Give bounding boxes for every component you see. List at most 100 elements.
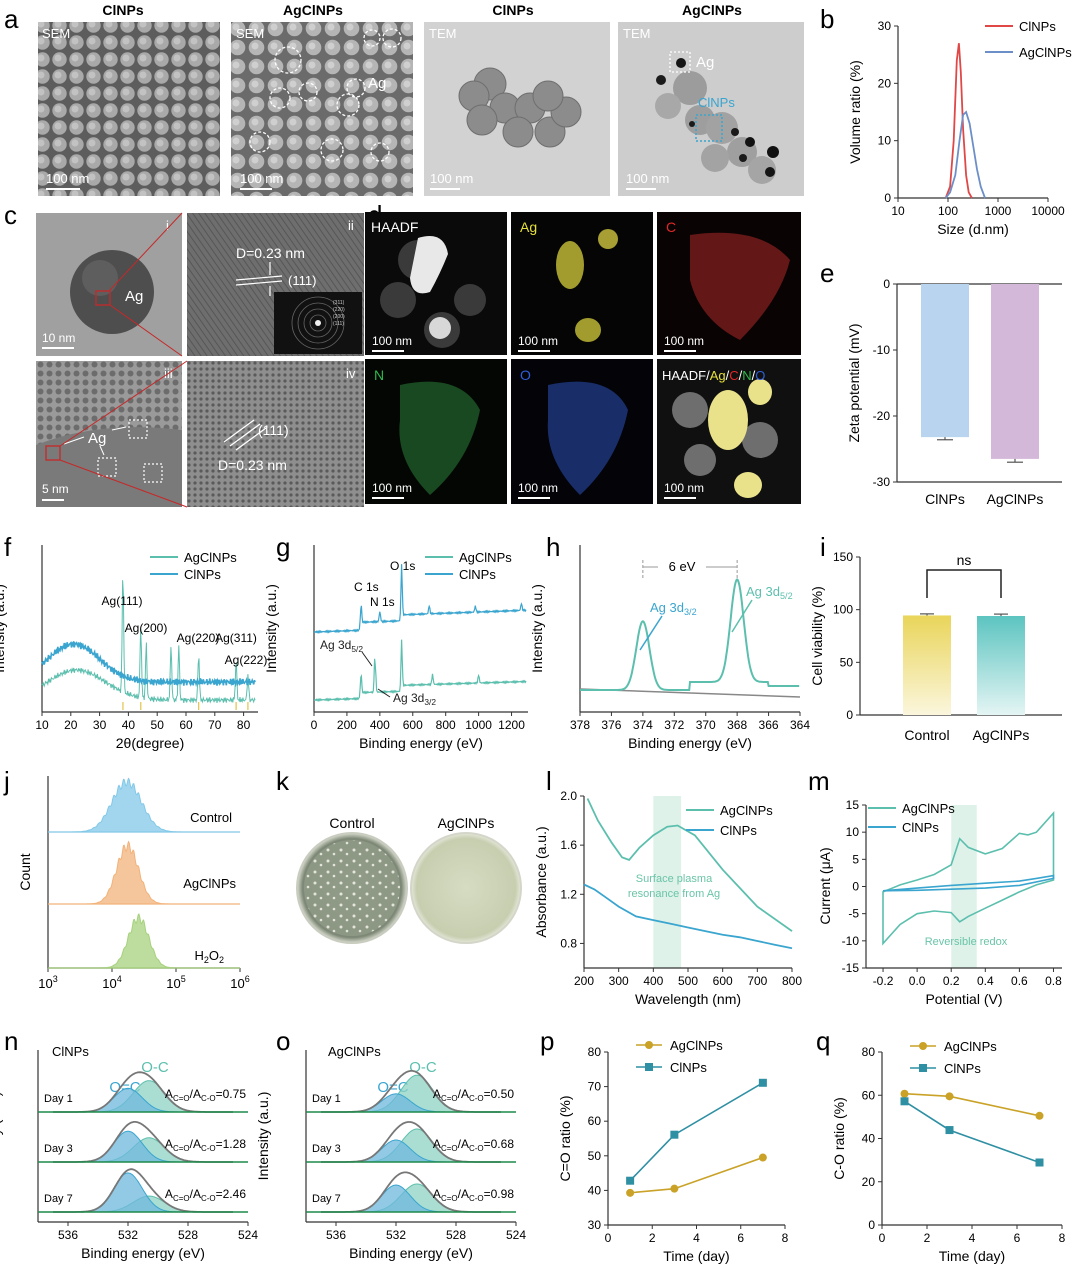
chart-o-ratio-part: C-O [469,1194,484,1203]
g-annot-ag-3d52-sub: 5/2 [351,644,363,654]
h-peak-label-1-sub: 3/2 [684,607,697,617]
saed-ring-4: (111) [333,321,344,327]
e-bar-AgClNPs [991,284,1039,459]
a2-title: AgClNPs [283,2,343,18]
m-series-AgClNPs [882,811,1055,946]
a4-mode: TEM [623,26,650,41]
chart-o-xtick-label: 524 [506,1228,526,1242]
b-xtick-label: 100 [938,204,958,218]
chart-p-xtick-label: 4 [693,1231,700,1245]
chart-e: 0 -10 -20 -30 Zeta potential (mV) ClNPs AgClNP… [846,277,1062,507]
panel-letter-f: f [4,532,12,562]
j-xtick-base: 10 [230,976,244,991]
l-ytick-label: 2.0 [560,789,577,803]
panel-letter-i: i [820,532,826,562]
m-y-label-part: μ [817,861,833,869]
chart-n-ratio-part: C-O [201,1094,216,1103]
chart-n-ratio: AC=O/AC-O=0.75 [165,1087,246,1103]
chart-o-ratio-part: =0.68 [484,1137,515,1151]
j-xtick-label: 103 [38,974,57,991]
m-ytick-label: -5 [848,907,859,921]
chart-o-ratio-part: /A [458,1137,469,1151]
l-legend-label: ClNPs [720,823,757,838]
chart-f: 10 20 30 40 50 60 70 80 2θ(degree) Intensity (a.u… [0,545,267,751]
g-xtick-label: 400 [370,718,390,732]
chart-p-ytick-label: 60 [588,1114,602,1128]
chart-p-ytick-label: 30 [588,1218,602,1232]
chart-p-xtick-label: 6 [737,1231,744,1245]
g-xtick-label: 0 [311,718,318,732]
chart-q-point-ClNPs [1035,1158,1044,1167]
chart-n-xtick-label: 532 [118,1228,138,1242]
i-category-label: Control [904,727,949,743]
chart-p-line-AgClNPs [630,1156,764,1194]
chart-m: -0.2 0.0 0.2 0.4 0.6 0.8 -15 -10 -5 0 5 10 15 Potenti… [817,798,1062,1007]
overlay-ag: Ag [710,368,726,383]
chart-o-ratio-part: /A [458,1087,469,1101]
panel-letter-k: k [276,766,290,796]
chart-n-ratio-part: C=O [173,1144,190,1153]
h-arrow-2 [731,599,753,633]
a3-scalebar: 100 nm [430,171,473,186]
c-i-zoom-box [95,290,111,306]
f-peak-label: Ag(222) [225,653,268,667]
j-h2o2-part: O [209,948,219,963]
l-ytick-label: 1.6 [560,838,577,852]
overlay-sep-2: / [726,368,730,383]
g-xtick-label: 200 [337,718,357,732]
overlay-sep-4: / [752,368,756,383]
overlay-haadf: HAADF [662,368,706,383]
c-i-ag-label: Ag [125,288,143,305]
chart-h: 378 376 374 372 370 368 366 364 Binding energy (… [529,545,810,751]
c-ii-plane: (111) [288,273,316,288]
i-bar-AgClNPs [977,615,1025,715]
j-h2o2-part: 2 [204,955,209,965]
g-arrow-2 [377,688,391,698]
chart-n-ratio-part: A [165,1137,173,1151]
f-xtick-label: 80 [237,718,251,732]
chart-q-point-ClNPs [900,1097,909,1106]
overlay-c: C [729,368,738,383]
e-y-label: Zeta potential (mV) [846,323,862,442]
chart-p-point-AgClNPs [670,1184,679,1193]
h-y-label: Intensity (a.u.) [529,584,545,673]
chart-o-ratio: AC=O/AC-O=0.98 [433,1187,514,1203]
b-series-AgClNPs [944,110,986,199]
chart-p-point-ClNPs [670,1130,679,1139]
chart-q-legend-label: AgClNPs [944,1039,997,1054]
i-y-label: Cell viability (%) [809,586,825,686]
g-annot-ag-3d32-base: Ag 3d [393,691,424,705]
chart-o-ratio-part: =0.98 [484,1187,515,1201]
chart-q-xtick-label: 8 [1059,1231,1066,1245]
c-i-scalebar: 10 nm [42,331,75,345]
panel-letter-m: m [808,766,830,796]
chart-q-point-ClNPs [945,1126,954,1135]
chart-o-ratio-part: C-O [469,1094,484,1103]
d-label-haadf: HAADF [371,219,418,235]
j-histogram-Control [48,777,240,833]
chart-q-y-label: C-O ratio (%) [831,1097,847,1179]
f-xtick-label: 20 [64,718,78,732]
m-ytick-label: -15 [842,961,860,975]
g-xtick-label: 1000 [465,718,492,732]
chart-p-x-label: Time (day) [663,1248,729,1264]
panel-a: ClNPs AgClNPs ClNPs AgClNPs Ag [38,2,804,196]
h-arrow-1 [639,615,663,651]
f-legend-label: ClNPs [184,567,221,582]
chart-o-ratio-part: A [433,1087,441,1101]
d-label-o: O [520,367,531,383]
chart-q-point-AgClNPs [1035,1111,1044,1120]
panel-letter-o: o [276,1026,290,1056]
panel-letter-a: a [4,4,19,34]
m-xtick-label: -0.2 [873,974,894,988]
chart-n-ratio-part: C=O [173,1094,190,1103]
m-highlight [951,805,977,968]
chart-o-ratio-part: /A [458,1187,469,1201]
h-x-label: Binding energy (eV) [628,735,752,751]
h-peak-label-2: Ag 3d5/2 [746,584,793,601]
b-y-label: Volume ratio (%) [847,60,863,163]
chart-n-ratio-part: A [165,1187,173,1201]
d-scalebar-4: 100 nm [372,481,412,495]
chart-o-day-label: Day 1 [312,1093,341,1105]
